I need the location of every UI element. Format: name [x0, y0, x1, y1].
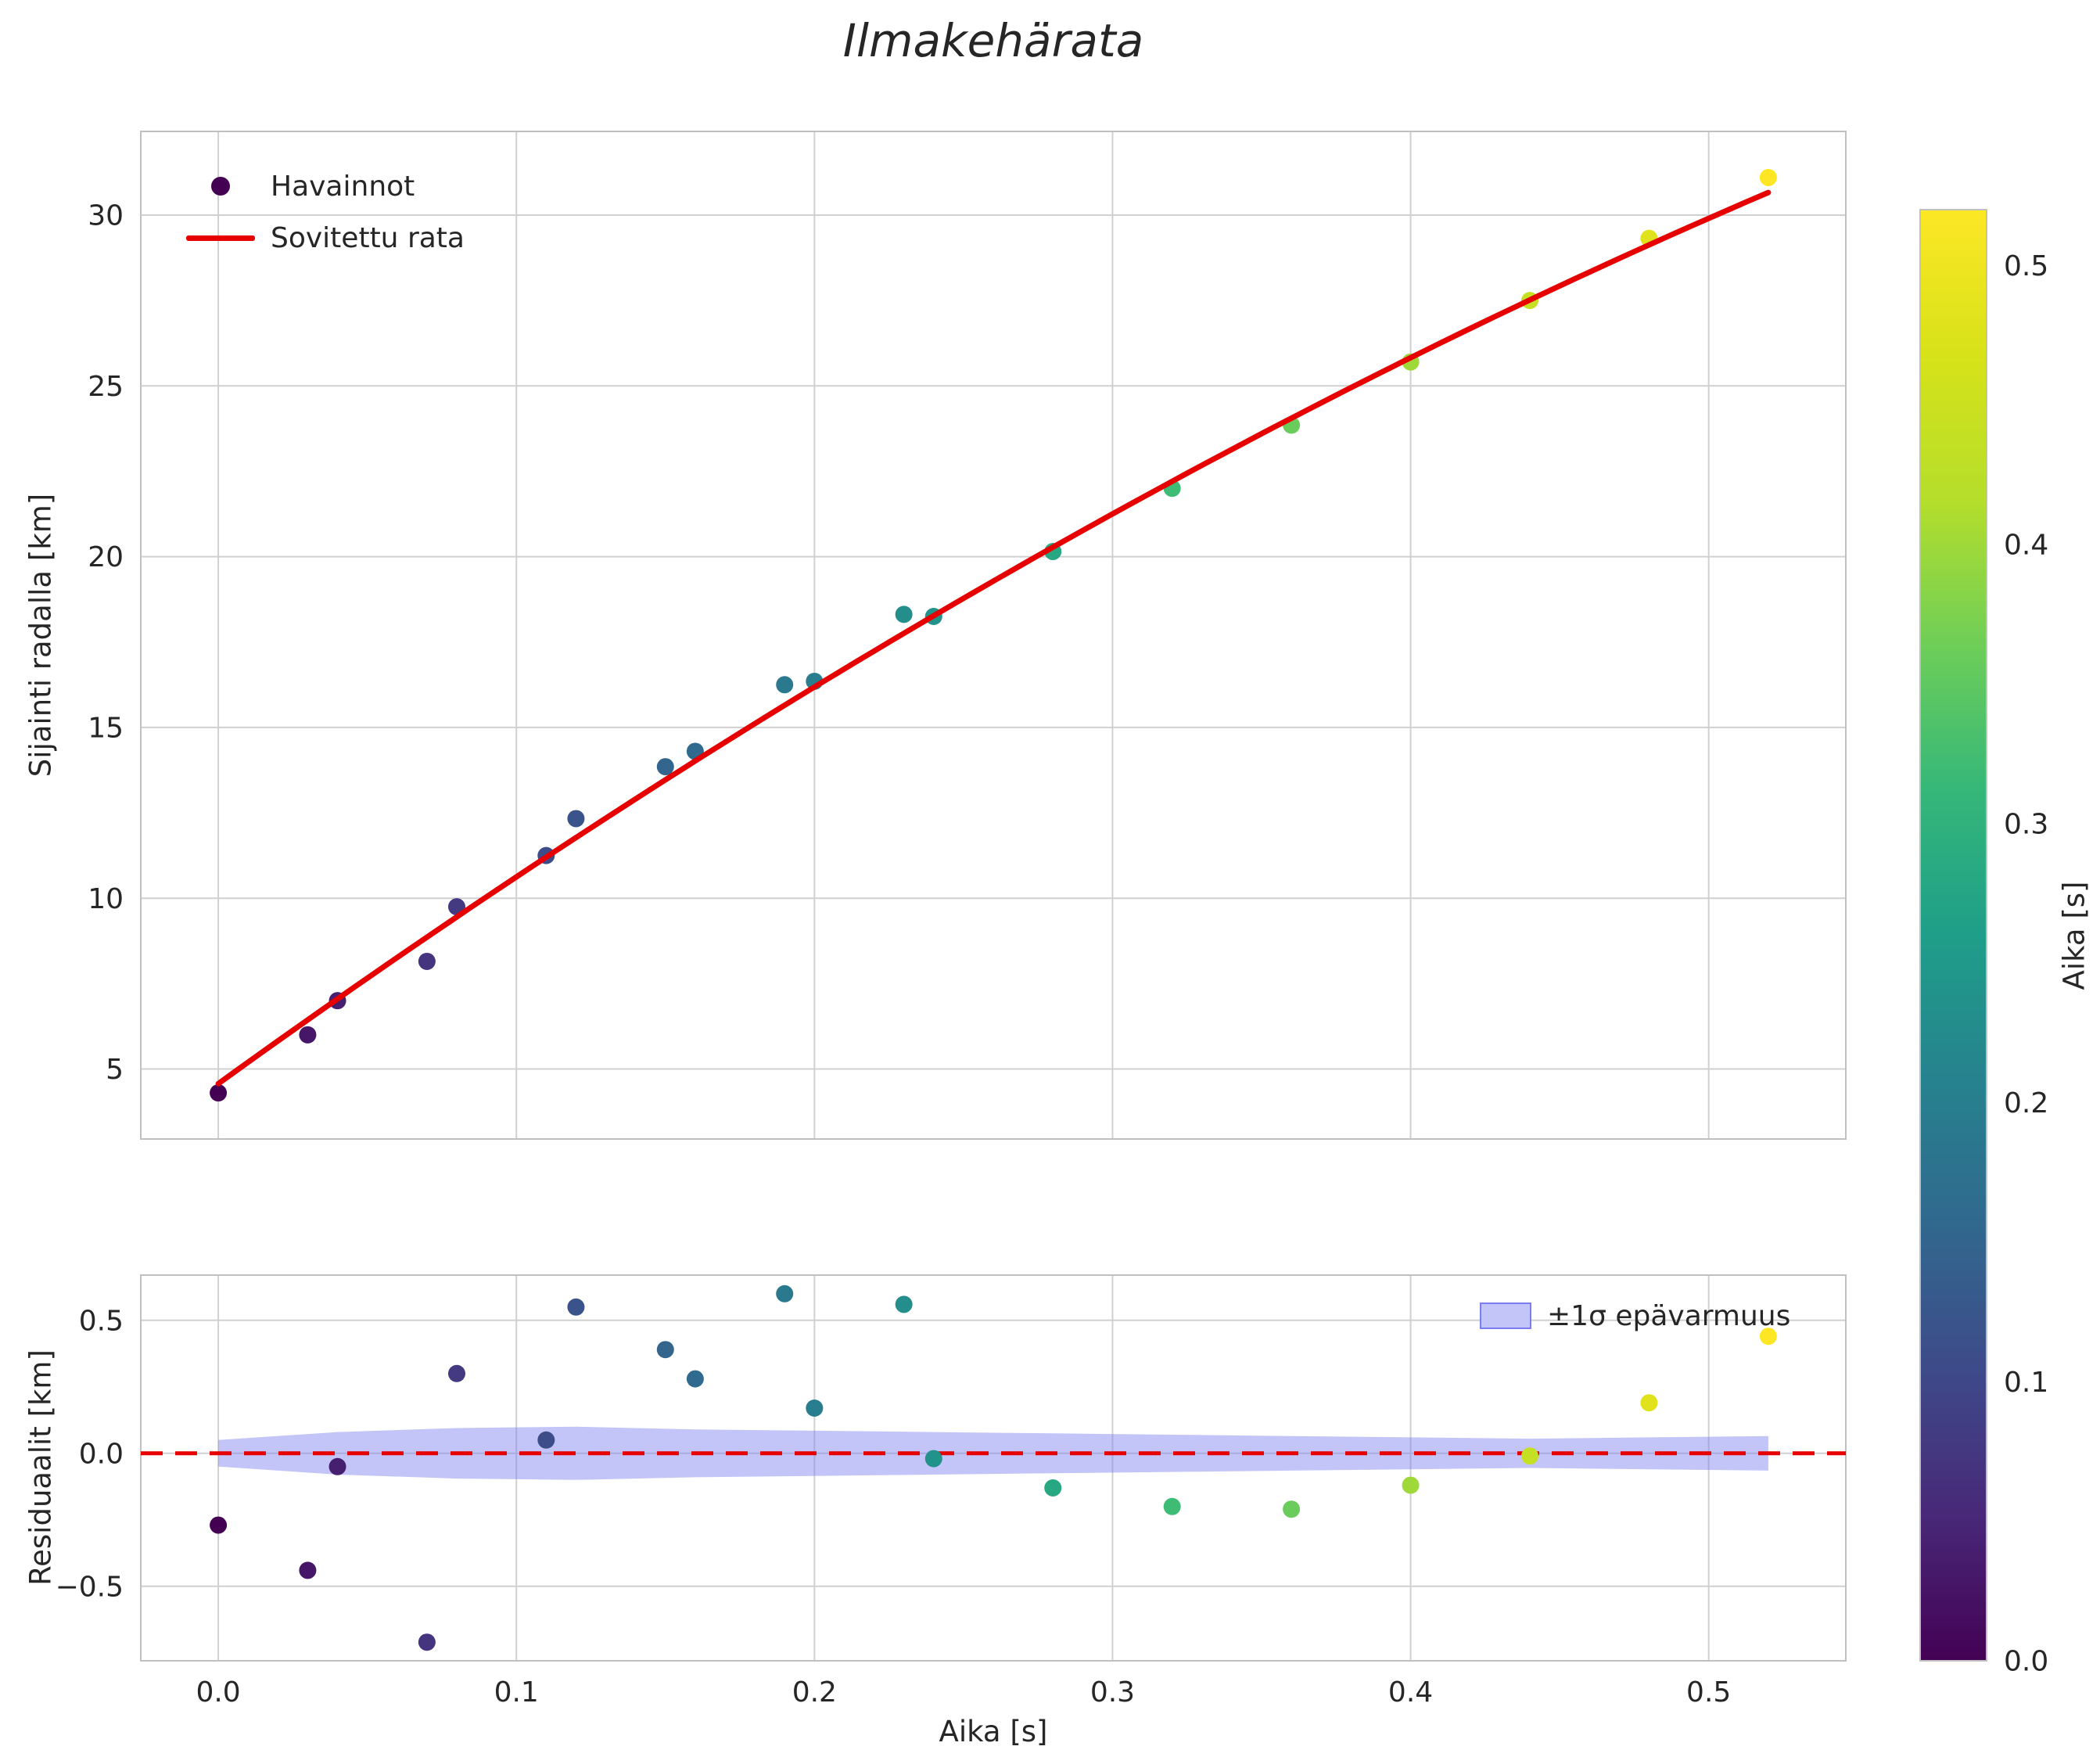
tick-label: 25 [88, 371, 124, 403]
tick-label: −0.5 [56, 1571, 124, 1603]
tick-label: 0.0 [79, 1438, 124, 1470]
colorbar-tick-label: 0.2 [2004, 1087, 2048, 1119]
residual-point [924, 1450, 942, 1468]
residual-point [1521, 1447, 1539, 1465]
tick-label: 20 [88, 541, 124, 573]
axes-spines [140, 1274, 1847, 1662]
tick-label: 0.0 [196, 1676, 240, 1708]
colorbar-outline [1919, 209, 1987, 1662]
colorbar-tick-label: 0.1 [2004, 1367, 2048, 1399]
x-axis-label: Aika [s] [939, 1715, 1048, 1748]
tick-label: 0.1 [494, 1676, 539, 1708]
y-axis-label-main: Sijainti radalla [km] [23, 493, 58, 778]
data-point [418, 952, 436, 970]
residual-point [1402, 1476, 1420, 1494]
tick-label: 15 [88, 712, 124, 744]
axes-spines [140, 131, 1847, 1140]
residual-point [1163, 1497, 1181, 1515]
residual-point [328, 1457, 346, 1475]
data-point [299, 1026, 317, 1044]
residual-point [418, 1633, 436, 1651]
data-point [210, 1084, 228, 1102]
uncertainty-band [218, 1426, 1768, 1480]
tick-label: 10 [88, 883, 124, 915]
colorbar-tick-label: 0.5 [2004, 250, 2048, 282]
data-point [895, 605, 913, 623]
residual-point [686, 1370, 704, 1388]
y-axis-label-residuals: Residuaalit [km] [23, 1349, 58, 1586]
fit-curve [215, 189, 1772, 1087]
tick-label: 0.5 [79, 1305, 124, 1337]
residual-axes [140, 1274, 1847, 1662]
colorbar-tick-label: 0.0 [2004, 1646, 2048, 1678]
legend-label-fit: Sovitettu rata [271, 221, 465, 254]
data-point [1759, 168, 1777, 186]
data-point [656, 758, 674, 776]
residual-point [210, 1516, 228, 1534]
residual-point [567, 1298, 585, 1316]
legend-residuals: ±1σ epävarmuus [1480, 1295, 1790, 1336]
legend-item-fit: Sovitettu rata [186, 217, 465, 258]
residual-point [1044, 1479, 1062, 1497]
colorbar-gradient [1920, 210, 1987, 1661]
residual-point [656, 1341, 674, 1359]
chart-title: Ilmakehärata [842, 14, 1144, 67]
residual-point [1759, 1328, 1777, 1346]
residual-point [1640, 1394, 1658, 1412]
tick-label: 0.4 [1388, 1676, 1433, 1708]
colorbar-tick-label: 0.4 [2004, 530, 2048, 562]
legend-item-band: ±1σ epävarmuus [1480, 1295, 1790, 1336]
legend-main: Havainnot Sovitettu rata [186, 166, 465, 258]
colorbar-tick-label: 0.3 [2004, 808, 2048, 840]
residual-point [447, 1364, 465, 1382]
legend-label-band: ±1σ epävarmuus [1547, 1299, 1791, 1332]
legend-label-observations: Havainnot [271, 170, 415, 203]
band-patch-icon [1480, 1302, 1531, 1329]
residual-point [895, 1295, 913, 1313]
tick-label: 30 [88, 200, 124, 232]
tick-label: 0.3 [1090, 1676, 1135, 1708]
residual-point [806, 1399, 824, 1417]
scatter-marker-icon [211, 177, 230, 196]
data-point [776, 676, 794, 694]
residual-point [1283, 1500, 1301, 1518]
tick-label: 5 [106, 1054, 124, 1086]
legend-item-observations: Havainnot [186, 166, 465, 207]
line-marker-icon [186, 235, 255, 241]
residual-point [776, 1285, 794, 1302]
tick-label: 0.2 [792, 1676, 837, 1708]
main-axes [140, 131, 1847, 1140]
data-point [567, 810, 585, 828]
tick-label: 0.5 [1686, 1676, 1731, 1708]
residual-point [537, 1431, 555, 1449]
colorbar-label: Aika [s] [2057, 881, 2091, 990]
residual-point [299, 1561, 317, 1579]
